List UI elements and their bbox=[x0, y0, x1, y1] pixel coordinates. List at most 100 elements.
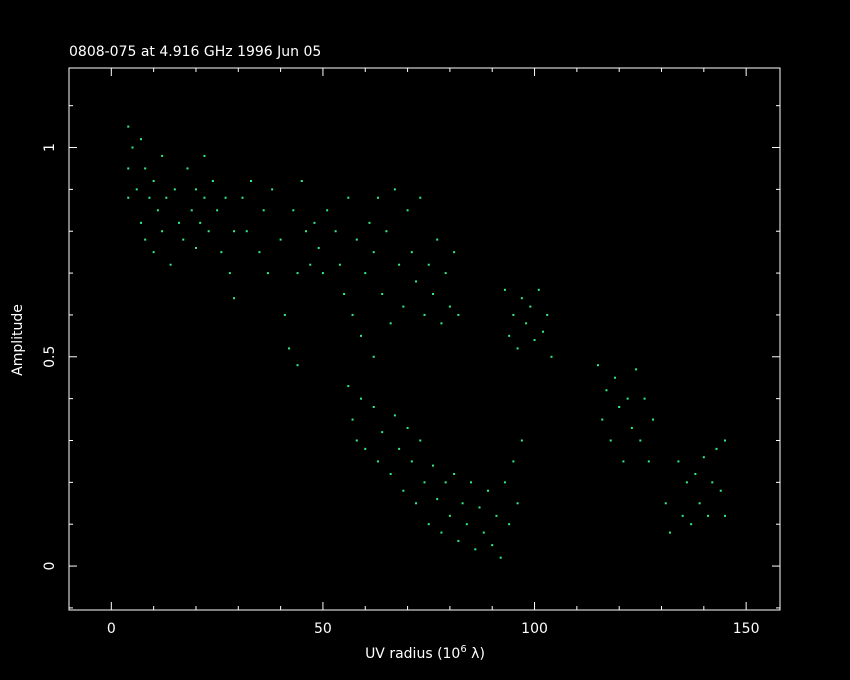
point bbox=[389, 472, 392, 475]
point bbox=[622, 460, 625, 463]
point bbox=[402, 305, 405, 308]
point bbox=[334, 230, 337, 233]
point bbox=[406, 209, 409, 212]
point bbox=[393, 188, 396, 191]
point bbox=[444, 481, 447, 484]
point bbox=[148, 196, 151, 199]
point bbox=[427, 523, 430, 526]
x-axis-label: UV radius (106 λ) bbox=[365, 644, 485, 662]
point bbox=[668, 531, 671, 534]
point bbox=[228, 272, 231, 275]
point bbox=[465, 523, 468, 526]
point bbox=[719, 489, 722, 492]
point bbox=[296, 272, 299, 275]
point bbox=[296, 364, 299, 367]
point bbox=[165, 196, 168, 199]
point bbox=[461, 502, 464, 505]
point bbox=[139, 138, 142, 141]
point bbox=[681, 514, 684, 517]
point bbox=[457, 313, 460, 316]
point bbox=[550, 355, 553, 358]
point bbox=[262, 209, 265, 212]
point bbox=[630, 426, 633, 429]
point bbox=[203, 196, 206, 199]
point bbox=[368, 221, 371, 224]
point bbox=[127, 125, 130, 128]
point bbox=[211, 180, 214, 183]
point bbox=[360, 334, 363, 337]
point bbox=[207, 230, 210, 233]
point bbox=[292, 209, 295, 212]
point bbox=[440, 531, 443, 534]
point bbox=[389, 322, 392, 325]
point bbox=[529, 305, 532, 308]
y-axis-label: Amplitude bbox=[10, 304, 26, 376]
chart-title: 0808-075 at 4.916 GHz 1996 Jun 05 bbox=[69, 44, 321, 60]
point bbox=[647, 460, 650, 463]
point bbox=[199, 221, 202, 224]
point bbox=[707, 514, 710, 517]
point bbox=[258, 251, 261, 254]
point bbox=[423, 481, 426, 484]
point bbox=[338, 263, 341, 266]
point bbox=[626, 397, 629, 400]
point bbox=[355, 439, 358, 442]
point bbox=[723, 439, 726, 442]
point bbox=[427, 263, 430, 266]
point bbox=[271, 188, 274, 191]
point bbox=[495, 514, 498, 517]
point bbox=[351, 418, 354, 421]
point bbox=[423, 313, 426, 316]
point bbox=[546, 313, 549, 316]
y-tick-label: 0.5 bbox=[42, 346, 58, 368]
point bbox=[169, 263, 172, 266]
point bbox=[127, 196, 130, 199]
point bbox=[127, 167, 130, 170]
point bbox=[486, 489, 489, 492]
x-tick-label: 150 bbox=[733, 621, 760, 637]
point bbox=[601, 418, 604, 421]
point bbox=[520, 439, 523, 442]
point bbox=[618, 406, 621, 409]
point bbox=[597, 364, 600, 367]
point bbox=[436, 238, 439, 241]
point bbox=[190, 209, 193, 212]
point bbox=[677, 460, 680, 463]
point bbox=[376, 196, 379, 199]
point bbox=[415, 502, 418, 505]
point bbox=[288, 347, 291, 350]
y-tick-label: 1 bbox=[42, 143, 58, 152]
point bbox=[410, 251, 413, 254]
point bbox=[139, 221, 142, 224]
point bbox=[613, 376, 616, 379]
point bbox=[639, 439, 642, 442]
point bbox=[698, 502, 701, 505]
point bbox=[609, 439, 612, 442]
point bbox=[512, 313, 515, 316]
point bbox=[220, 251, 223, 254]
point bbox=[152, 251, 155, 254]
point bbox=[474, 548, 477, 551]
point bbox=[279, 238, 282, 241]
point bbox=[224, 196, 227, 199]
point bbox=[516, 347, 519, 350]
point bbox=[431, 464, 434, 467]
point bbox=[178, 221, 181, 224]
point bbox=[131, 146, 134, 149]
point bbox=[393, 414, 396, 417]
point bbox=[283, 313, 286, 316]
point bbox=[355, 238, 358, 241]
point bbox=[516, 502, 519, 505]
point bbox=[135, 188, 138, 191]
point bbox=[410, 460, 413, 463]
x-label-text: UV radius (10 bbox=[365, 646, 460, 662]
point bbox=[542, 330, 544, 333]
point bbox=[652, 418, 655, 421]
x-label-tail: λ) bbox=[467, 646, 485, 662]
point bbox=[402, 489, 405, 492]
point bbox=[694, 472, 697, 475]
point bbox=[233, 297, 236, 300]
point bbox=[715, 447, 718, 450]
